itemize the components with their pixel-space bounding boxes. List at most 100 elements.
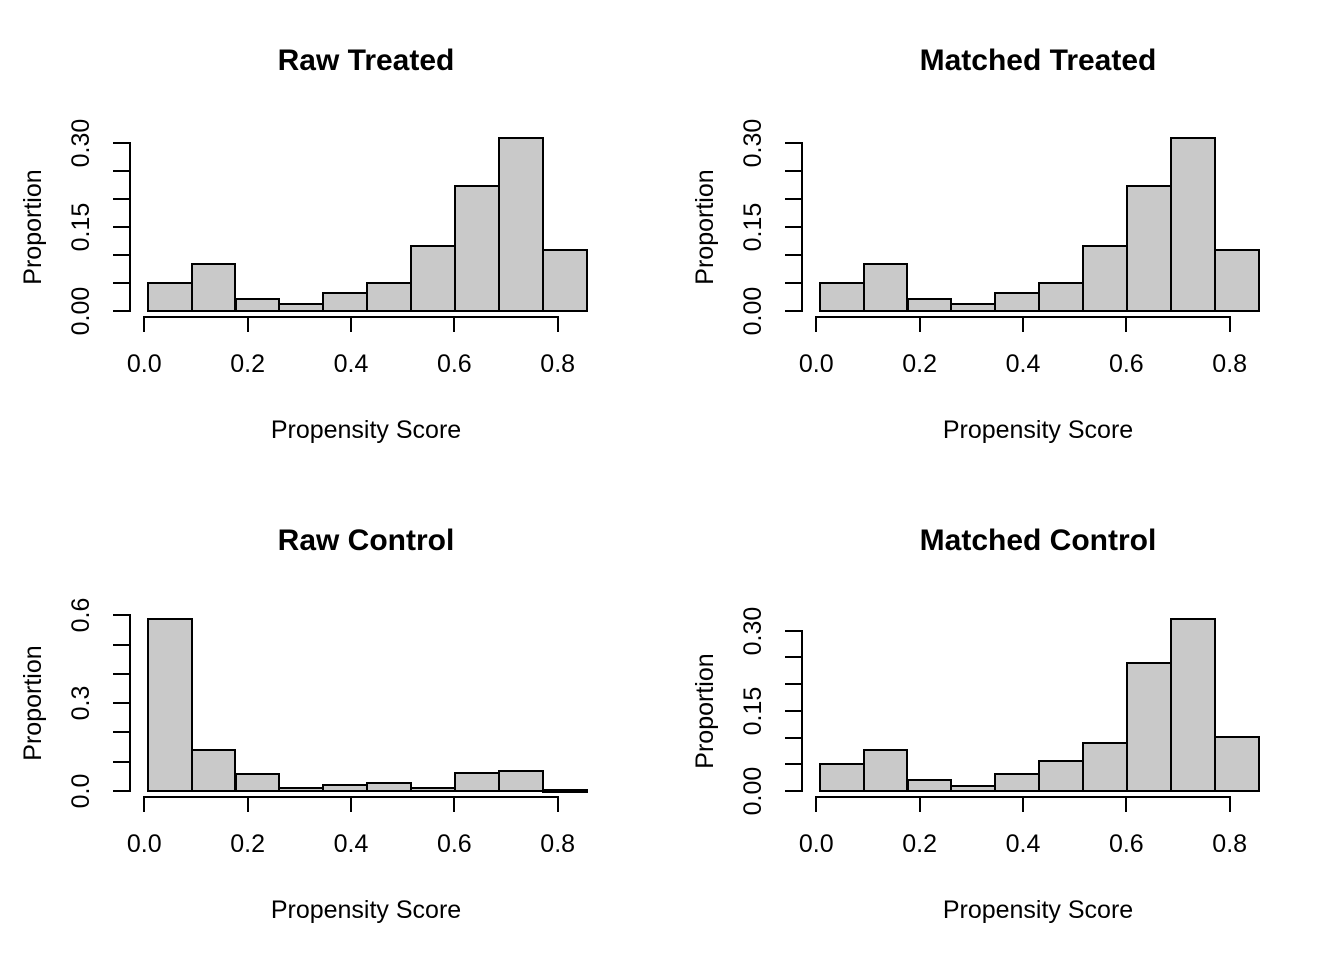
y-axis-tick: [113, 225, 131, 228]
histogram-bar: [1126, 661, 1172, 792]
histogram-panel-matched-treated: Matched Treated 0.00 0.15 0.30 Proportion 0.0…: [672, 0, 1344, 480]
x-tick-label: 0.6: [1108, 830, 1144, 858]
histogram-bar: [190, 263, 237, 312]
histogram-panel-raw-treated: Raw Treated 0.00 0.15 0.30 Proportion 0.0 0.2 0…: [0, 0, 672, 480]
y-axis-tick: [785, 197, 803, 200]
histogram-bar: [1038, 759, 1085, 792]
y-axis-tick: [113, 197, 131, 200]
x-tick-label: 0.4: [333, 350, 369, 378]
histogram-bar: [862, 263, 909, 312]
histogram-bar: [1038, 281, 1085, 312]
y-tick-label: 0.15: [739, 202, 767, 252]
histogram-bar: [1082, 742, 1128, 792]
x-tick-label: 0.8: [540, 830, 576, 858]
histogram-bar: [1213, 736, 1260, 792]
x-tick-label: 0.8: [540, 350, 576, 378]
y-axis-tick: [113, 141, 131, 144]
y-axis-title: Proportion: [19, 169, 47, 285]
x-axis-tick: [350, 316, 352, 332]
x-axis-title: Propensity Score: [270, 416, 462, 444]
x-tick-label: 0.2: [230, 830, 266, 858]
x-axis-tick: [143, 796, 146, 812]
histogram-bar: [950, 303, 997, 312]
y-axis-tick: [113, 702, 131, 705]
histogram-bar: [454, 772, 500, 792]
x-axis-title: Propensity Score: [942, 896, 1134, 924]
histogram-bar: [322, 784, 369, 792]
x-axis-tick: [815, 316, 818, 332]
histogram-bar: [410, 245, 456, 312]
x-tick-label: 0.0: [126, 830, 162, 858]
x-axis-tick: [453, 316, 456, 332]
y-tick-label: 0.3: [67, 685, 95, 721]
histogram-bar: [146, 281, 193, 312]
histogram-panel-raw-control: Raw Control 0.0 0.3 0.6 Proportion 0.0 0.2 0.4 0…: [0, 480, 672, 960]
histogram-panel-matched-control: Matched Control 0.00 0.15 0.30 Proportion 0.0…: [672, 480, 1344, 960]
panel-title: Matched Control: [919, 524, 1157, 557]
y-axis-tick: [785, 310, 803, 312]
histogram-bar: [322, 292, 369, 312]
histogram-bar: [541, 789, 588, 794]
y-axis-tick: [785, 141, 803, 144]
histogram-bar: [234, 298, 281, 312]
x-axis-tick: [918, 316, 921, 332]
histogram-bar: [906, 778, 953, 792]
y-tick-label: 0.15: [67, 202, 95, 252]
y-axis-title: Proportion: [691, 653, 719, 769]
y-tick-label: 0.00: [739, 286, 767, 336]
histogram-bar: [818, 281, 865, 312]
y-axis-tick: [785, 225, 803, 228]
x-tick-label: 0.0: [798, 350, 834, 378]
x-tick-label: 0.4: [1005, 830, 1041, 858]
x-axis-tick: [556, 316, 559, 332]
histogram-bar: [994, 772, 1041, 792]
histogram-bar: [1213, 249, 1260, 312]
histogram-bar: [366, 781, 413, 792]
histogram-bar: [818, 762, 865, 792]
x-tick-label: 0.8: [1212, 830, 1248, 858]
x-axis-tick: [1022, 796, 1024, 812]
x-axis-tick: [918, 796, 921, 812]
x-tick-label: 0.6: [436, 350, 472, 378]
y-axis-tick: [785, 629, 803, 632]
histogram-bar: [146, 618, 193, 792]
y-axis-tick: [113, 760, 131, 763]
y-tick-label: 0.00: [67, 286, 95, 336]
y-axis-tick: [113, 731, 131, 734]
x-axis-title: Propensity Score: [942, 416, 1134, 444]
histogram-bar: [1126, 184, 1172, 312]
histogram-bar: [190, 749, 237, 792]
x-axis-tick: [1125, 316, 1128, 332]
histogram-bar: [278, 303, 325, 312]
histogram-bar: [366, 281, 413, 312]
x-axis-tick: [143, 316, 146, 332]
panel-title: Raw Treated: [277, 44, 455, 77]
y-axis-tick: [785, 281, 803, 284]
histogram-bar: [541, 249, 588, 312]
x-tick-label: 0.4: [333, 830, 369, 858]
panel-title: Raw Control: [277, 524, 455, 557]
x-tick-label: 0.8: [1212, 350, 1248, 378]
histogram-bar: [950, 785, 997, 792]
y-tick-label: 0.0: [67, 773, 95, 809]
y-axis-tick: [113, 310, 131, 312]
y-axis-tick: [113, 169, 131, 172]
y-axis-tick: [113, 253, 131, 256]
y-axis-tick: [785, 736, 803, 739]
y-axis-tick: [785, 709, 803, 712]
y-tick-label: 0.00: [739, 766, 767, 816]
x-axis-tick: [1022, 316, 1024, 332]
x-axis-tick: [246, 316, 249, 332]
panel-title: Matched Treated: [919, 44, 1157, 77]
x-axis-tick: [453, 796, 456, 812]
y-tick-label: 0.15: [739, 686, 767, 736]
x-tick-label: 0.6: [1108, 350, 1144, 378]
x-tick-label: 0.2: [902, 830, 938, 858]
y-axis-title: Proportion: [19, 645, 47, 761]
histogram-bar: [234, 773, 281, 792]
y-tick-label: 0.30: [739, 118, 767, 167]
x-axis-tick: [556, 796, 559, 812]
y-axis-tick: [785, 763, 803, 766]
histogram-bar: [862, 748, 909, 792]
